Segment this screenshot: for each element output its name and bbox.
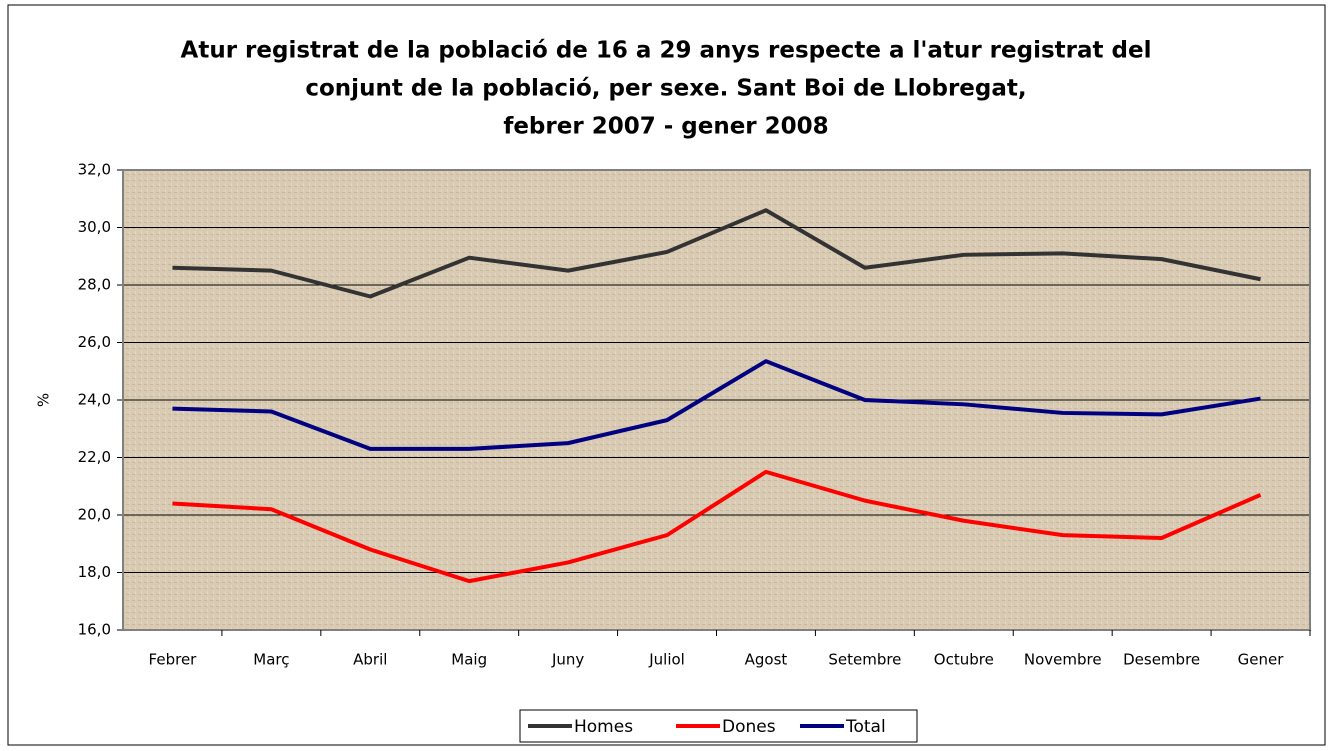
y-tick-label: 30,0 (78, 218, 111, 236)
legend-label: Homes (574, 717, 633, 737)
y-tick-label: 28,0 (78, 276, 111, 294)
y-tick-label: 20,0 (78, 506, 111, 524)
x-tick-label: Setembre (828, 651, 901, 669)
line-series (172, 469, 1262, 584)
legend-label: Dones (722, 717, 776, 737)
y-axis-label: % (35, 393, 53, 407)
x-tick-label: Juny (551, 651, 584, 669)
x-tick-label: Desembre (1123, 651, 1200, 669)
x-tick-label: Abril (353, 651, 387, 669)
y-tick-label: 18,0 (78, 563, 111, 581)
y-tick-label: 16,0 (78, 621, 111, 639)
x-tick-label: Maig (451, 651, 487, 669)
chart-title: Atur registrat de la població de 16 a 29… (181, 38, 1152, 64)
y-tick-label: 26,0 (78, 333, 111, 351)
y-tick-label: 22,0 (78, 448, 111, 466)
x-tick-label: Juliol (648, 651, 685, 669)
line-series (172, 359, 1261, 451)
x-tick-label: Novembre (1024, 651, 1102, 669)
y-tick-label: 32,0 (78, 161, 111, 179)
x-tick-label: Octubre (934, 651, 994, 669)
x-tick-label: Febrer (149, 651, 198, 669)
line-series (172, 208, 1261, 299)
chart-title: febrer 2007 - gener 2008 (503, 114, 828, 140)
chart-title: conjunt de la població, per sexe. Sant B… (305, 76, 1026, 102)
legend-label: Total (845, 717, 886, 737)
x-tick-label: Març (253, 651, 289, 669)
x-tick-label: Agost (745, 651, 788, 669)
x-tick-label: Gener (1238, 651, 1285, 669)
y-tick-label: 24,0 (78, 391, 111, 409)
